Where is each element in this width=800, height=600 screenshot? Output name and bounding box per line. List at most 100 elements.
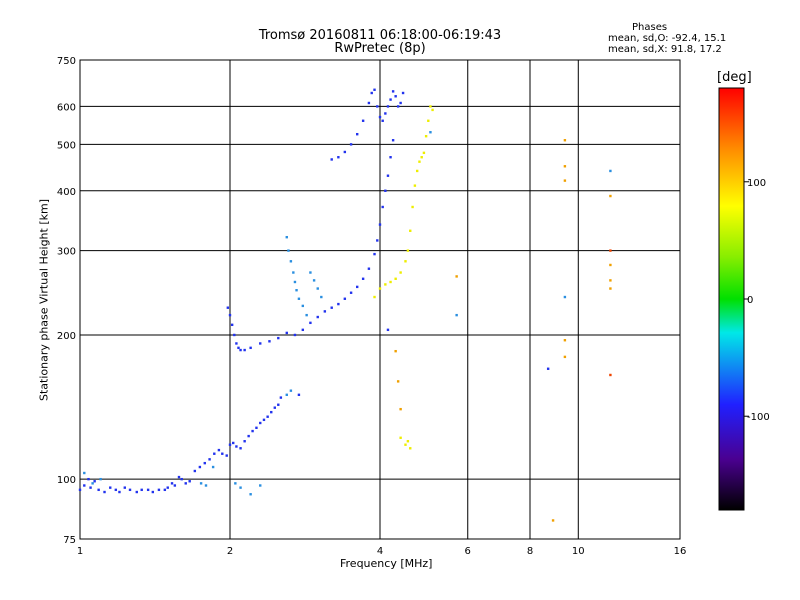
y-tick-label: 300 <box>57 247 76 258</box>
data-point <box>337 156 340 159</box>
x-tick-label: 1 <box>77 546 83 557</box>
data-point <box>235 342 238 345</box>
data-point <box>349 143 353 146</box>
data-point <box>259 421 262 425</box>
data-point <box>109 486 112 489</box>
data-point <box>415 169 419 173</box>
data-point <box>243 440 246 443</box>
data-point <box>128 488 132 492</box>
data-point <box>228 443 232 446</box>
series-scattered-cyan <box>429 131 612 317</box>
data-point <box>373 295 376 299</box>
data-point <box>123 486 126 489</box>
y-tick-label: 600 <box>57 102 76 113</box>
data-point <box>89 486 92 489</box>
data-point <box>381 119 384 122</box>
data-point <box>424 134 428 138</box>
colorbar-tick-label: 0 <box>747 295 753 306</box>
data-point <box>370 91 373 95</box>
data-point <box>378 223 382 226</box>
data-point <box>118 490 121 494</box>
data-point <box>367 101 371 105</box>
data-point <box>404 443 407 446</box>
x-tick-label: 10 <box>572 546 585 557</box>
data-point <box>376 239 379 242</box>
data-point <box>391 139 395 142</box>
data-point <box>188 480 191 483</box>
data-point <box>409 229 412 232</box>
series-scattered-orange <box>394 139 612 522</box>
data-point <box>97 488 100 492</box>
data-point <box>226 306 230 309</box>
data-point <box>198 465 202 469</box>
data-point <box>293 280 297 284</box>
data-point <box>361 277 365 280</box>
data-point <box>301 304 305 308</box>
data-point <box>399 436 402 439</box>
data-point <box>170 482 174 485</box>
series-o-mode-f2-layer <box>330 88 405 161</box>
data-point <box>243 348 246 352</box>
series-o-mode-e-layer-light- <box>83 389 293 496</box>
data-point <box>293 333 297 337</box>
data-point <box>396 105 400 108</box>
data-point <box>204 484 208 487</box>
data-point <box>609 373 612 377</box>
data-point <box>367 267 371 270</box>
colorbar-tick-label: 100 <box>747 178 766 189</box>
phases-heading: Phases <box>632 22 668 33</box>
data-point <box>343 150 347 154</box>
data-point <box>320 295 323 299</box>
series-scattered-red <box>609 249 612 377</box>
data-point <box>285 235 288 239</box>
data-point <box>114 488 118 492</box>
data-point <box>563 139 567 142</box>
data-point <box>309 321 312 325</box>
data-point <box>211 465 215 469</box>
series-x-mode-e-layer <box>399 436 412 450</box>
data-point <box>563 165 567 168</box>
data-point <box>330 306 333 309</box>
series-scattered-o-mode <box>297 328 550 397</box>
x-axis-label: Frequency [MHz] <box>340 557 433 570</box>
y-tick-label: 200 <box>57 331 76 342</box>
data-point <box>355 132 359 136</box>
data-point <box>455 313 458 317</box>
data-point <box>255 426 258 430</box>
series-o-mode-e-layer <box>78 396 283 494</box>
data-point <box>228 313 232 317</box>
data-point <box>163 488 167 492</box>
data-point <box>373 88 376 91</box>
data-point <box>301 328 305 332</box>
data-point <box>386 105 390 108</box>
data-point <box>287 249 290 252</box>
data-point <box>378 115 382 119</box>
data-point <box>330 158 333 161</box>
data-point <box>78 488 82 492</box>
x-tick-label: 6 <box>465 546 471 557</box>
y-tick-label: 75 <box>63 535 76 546</box>
data-point <box>316 315 319 319</box>
data-point <box>563 295 567 299</box>
data-point <box>381 205 384 209</box>
data-point <box>273 406 276 409</box>
data-point <box>413 184 417 187</box>
data-point <box>401 91 405 95</box>
phases-x-mode-stats: mean, sd,X: 91.8, 17.2 <box>608 44 722 55</box>
data-point <box>609 287 612 290</box>
data-point <box>386 328 390 332</box>
data-point <box>609 279 612 282</box>
data-point <box>213 452 216 455</box>
data-point <box>93 480 96 483</box>
data-point <box>551 519 555 522</box>
data-point <box>225 454 228 457</box>
y-tick-label: 400 <box>57 187 76 198</box>
data-point <box>337 302 340 306</box>
data-point <box>289 260 293 263</box>
data-point <box>239 348 242 352</box>
data-point <box>431 108 434 112</box>
data-point <box>386 174 390 177</box>
data-point <box>297 297 301 300</box>
data-point <box>99 477 102 481</box>
data-point <box>609 249 612 252</box>
